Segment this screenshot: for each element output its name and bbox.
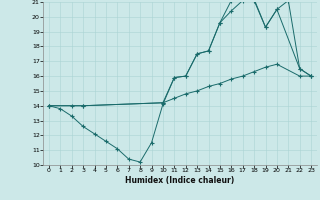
X-axis label: Humidex (Indice chaleur): Humidex (Indice chaleur) <box>125 176 235 185</box>
